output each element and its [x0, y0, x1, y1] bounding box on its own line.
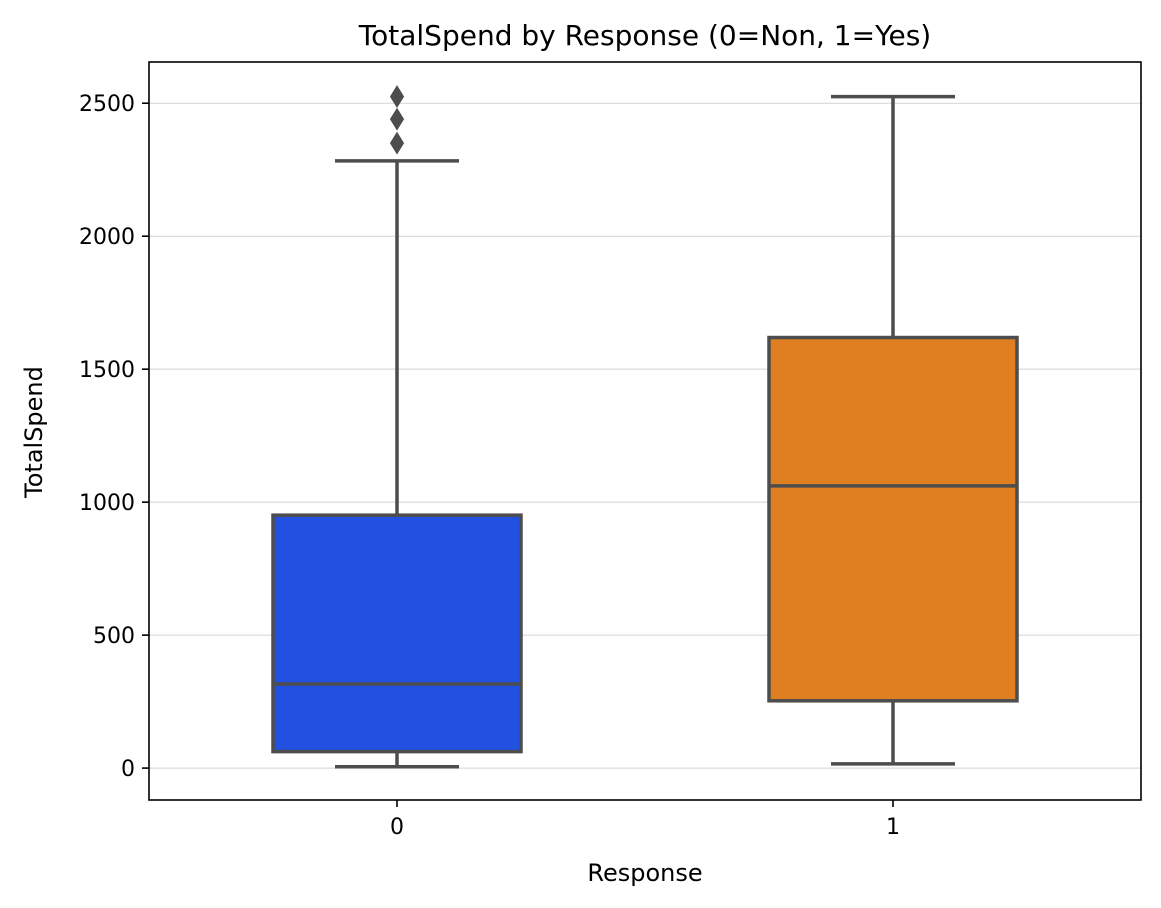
- x-tick-label: 0: [390, 815, 404, 840]
- y-tick-label: 2500: [79, 92, 135, 117]
- chart-title: TotalSpend by Response (0=Non, 1=Yes): [358, 19, 931, 52]
- outlier-point: [389, 85, 405, 109]
- y-tick-label: 1500: [79, 358, 135, 383]
- box-group-1: [767, 94, 1019, 766]
- outlier-point: [389, 107, 405, 131]
- box-group-0: [271, 85, 523, 769]
- tick-layer: 0 500 1000 1500 2000 2500 0 1: [79, 92, 900, 840]
- y-axis-label: TotalSpend: [20, 366, 48, 499]
- y-tick-label: 500: [93, 624, 135, 649]
- y-tick-label: 2000: [79, 225, 135, 250]
- y-tick-label: 0: [121, 757, 135, 782]
- x-axis-label: Response: [587, 859, 702, 887]
- box-layer: [271, 85, 1019, 769]
- plot-frame: [148, 61, 1142, 801]
- x-tick-label: 1: [886, 815, 900, 840]
- y-tick-label: 1000: [79, 491, 135, 516]
- iqr-box: [271, 513, 523, 754]
- iqr-box: [767, 335, 1019, 703]
- outlier-point: [389, 131, 405, 155]
